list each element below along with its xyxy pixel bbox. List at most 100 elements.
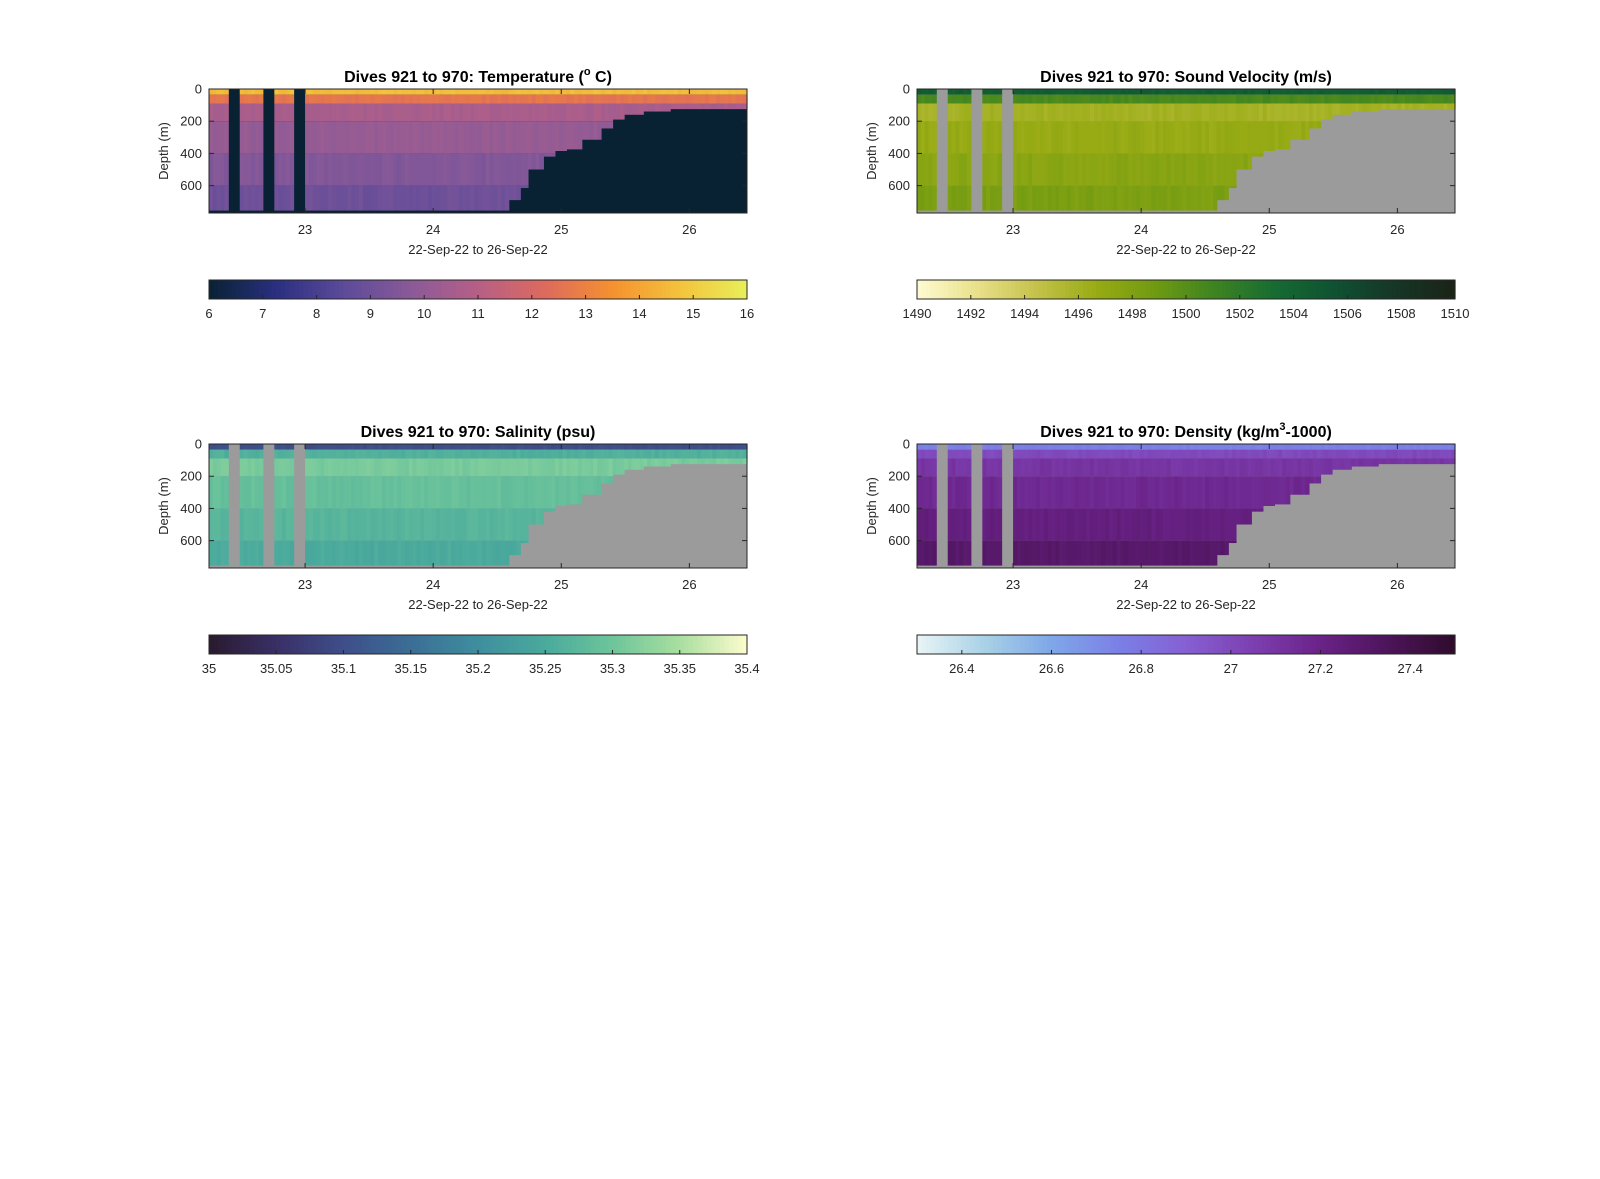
data-cell	[1289, 103, 1295, 122]
colorbar-segment	[957, 635, 963, 654]
data-cell	[1078, 94, 1083, 104]
y-axis-label: Depth (m)	[156, 477, 171, 535]
colorbar-segment	[1096, 280, 1102, 299]
data-cell	[508, 185, 514, 201]
data-cell	[1039, 449, 1045, 459]
data-cell	[458, 103, 464, 122]
data-cell	[731, 444, 737, 450]
data-cell	[1381, 449, 1387, 459]
data-cell	[1420, 449, 1425, 459]
colorbar-segment	[1248, 635, 1254, 654]
data-cell	[1197, 103, 1202, 122]
data-cell	[328, 444, 333, 450]
data-cell	[1247, 444, 1252, 450]
data-cell	[1186, 449, 1191, 459]
data-cell	[1063, 89, 1068, 95]
data-cell	[1385, 103, 1391, 110]
data-cell	[389, 449, 395, 459]
data-cell	[1143, 185, 1149, 211]
colorbar-segment	[482, 280, 488, 299]
data-cell	[255, 89, 260, 95]
colorbar-segment	[1199, 635, 1205, 654]
data-cell	[474, 444, 479, 450]
data-cell	[1216, 449, 1222, 459]
data-cell	[1151, 540, 1156, 566]
data-cell	[1170, 103, 1176, 122]
data-cell	[447, 449, 452, 459]
data-cell	[1032, 476, 1037, 509]
data-cell	[924, 89, 930, 95]
colorbar-segment	[554, 635, 560, 654]
data-cell	[393, 185, 398, 211]
data-cell	[966, 89, 972, 95]
data-cell	[735, 449, 740, 459]
colorbar-segment	[625, 280, 632, 299]
data-cell	[1193, 121, 1199, 154]
data-cell	[389, 103, 395, 122]
colorbar-segment	[464, 280, 470, 299]
data-cell	[708, 103, 714, 110]
data-cell	[370, 89, 375, 95]
data-cell	[1136, 121, 1141, 154]
data-cell	[1159, 89, 1164, 95]
data-cell	[1393, 89, 1398, 95]
data-cell	[362, 89, 368, 95]
data-cell	[1086, 153, 1091, 186]
data-cell	[547, 121, 552, 154]
data-cell	[1431, 458, 1437, 465]
colorbar-segment	[616, 635, 623, 654]
data-cell	[650, 94, 656, 104]
data-cell	[1374, 94, 1379, 104]
colorbar-segment	[702, 280, 708, 299]
colorbar-segment	[1136, 635, 1142, 654]
data-cell	[723, 103, 729, 110]
data-cell	[982, 449, 987, 459]
data-cell	[1112, 444, 1118, 450]
data-cell	[1197, 444, 1202, 450]
data-cell	[1251, 449, 1256, 459]
data-cell	[474, 540, 479, 566]
data-cell	[1201, 153, 1206, 186]
data-cell	[1270, 444, 1275, 450]
data-cell	[947, 185, 953, 211]
data-cell	[389, 94, 395, 104]
data-cell	[451, 185, 456, 211]
colorbar-segment	[1302, 280, 1308, 299]
data-cell	[1316, 444, 1322, 450]
data-cell	[681, 103, 687, 110]
data-cell	[1066, 476, 1072, 509]
data-cell	[959, 153, 964, 186]
data-cell	[216, 444, 222, 450]
data-cell	[1132, 89, 1137, 95]
data-cell	[501, 121, 506, 154]
data-cell	[420, 94, 425, 104]
data-cell	[527, 94, 533, 104]
colorbar-segment	[1150, 635, 1156, 654]
colorbar-segment	[1235, 635, 1241, 654]
data-cell	[1020, 103, 1026, 122]
data-cell	[1312, 89, 1318, 95]
data-cell	[589, 444, 594, 450]
data-cell	[1070, 444, 1076, 450]
colorbar-segment	[630, 635, 636, 654]
data-cell	[243, 444, 249, 450]
data-cell	[305, 476, 310, 509]
data-cell	[1274, 103, 1279, 122]
colorbar-segment	[1015, 635, 1021, 654]
data-cell	[478, 458, 483, 477]
data-cell	[531, 444, 537, 450]
data-cell	[1301, 103, 1306, 122]
data-cell	[670, 444, 675, 450]
data-cell	[1228, 103, 1233, 122]
data-cell	[374, 89, 379, 95]
data-cell	[1366, 94, 1372, 104]
data-cell	[289, 508, 295, 541]
data-cell	[282, 476, 287, 509]
data-cell	[435, 94, 441, 104]
data-cell	[212, 94, 218, 104]
data-cell	[1159, 449, 1164, 459]
data-cell	[401, 103, 406, 122]
colorbar-tick-label: 35.25	[529, 661, 562, 676]
data-cell	[1097, 94, 1103, 104]
data-cell	[1232, 449, 1237, 459]
